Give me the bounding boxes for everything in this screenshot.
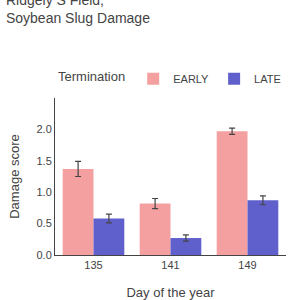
svg-text:EARLY: EARLY (173, 73, 209, 85)
svg-text:Day of the year: Day of the year (126, 285, 215, 300)
svg-text:Damage score: Damage score (7, 134, 22, 219)
svg-text:149: 149 (238, 259, 256, 271)
svg-text:1.0: 1.0 (37, 186, 52, 198)
svg-text:LATE: LATE (254, 73, 281, 85)
svg-text:141: 141 (161, 259, 179, 271)
svg-text:0.5: 0.5 (37, 217, 52, 229)
svg-text:1.5: 1.5 (37, 155, 52, 167)
svg-text:Termination: Termination (58, 69, 125, 84)
svg-text:0.0: 0.0 (37, 249, 52, 261)
svg-text:2.0: 2.0 (37, 123, 52, 135)
svg-text:135: 135 (84, 259, 102, 271)
svg-text:Ridgely S Field,Soybean Slug D: Ridgely S Field,Soybean Slug Damage (6, 0, 150, 26)
